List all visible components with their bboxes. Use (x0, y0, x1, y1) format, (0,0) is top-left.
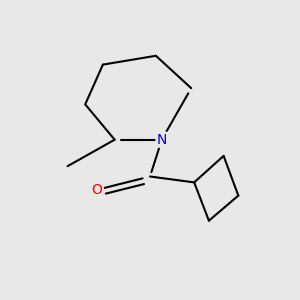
Text: N: N (157, 133, 167, 147)
Text: O: O (92, 183, 102, 197)
